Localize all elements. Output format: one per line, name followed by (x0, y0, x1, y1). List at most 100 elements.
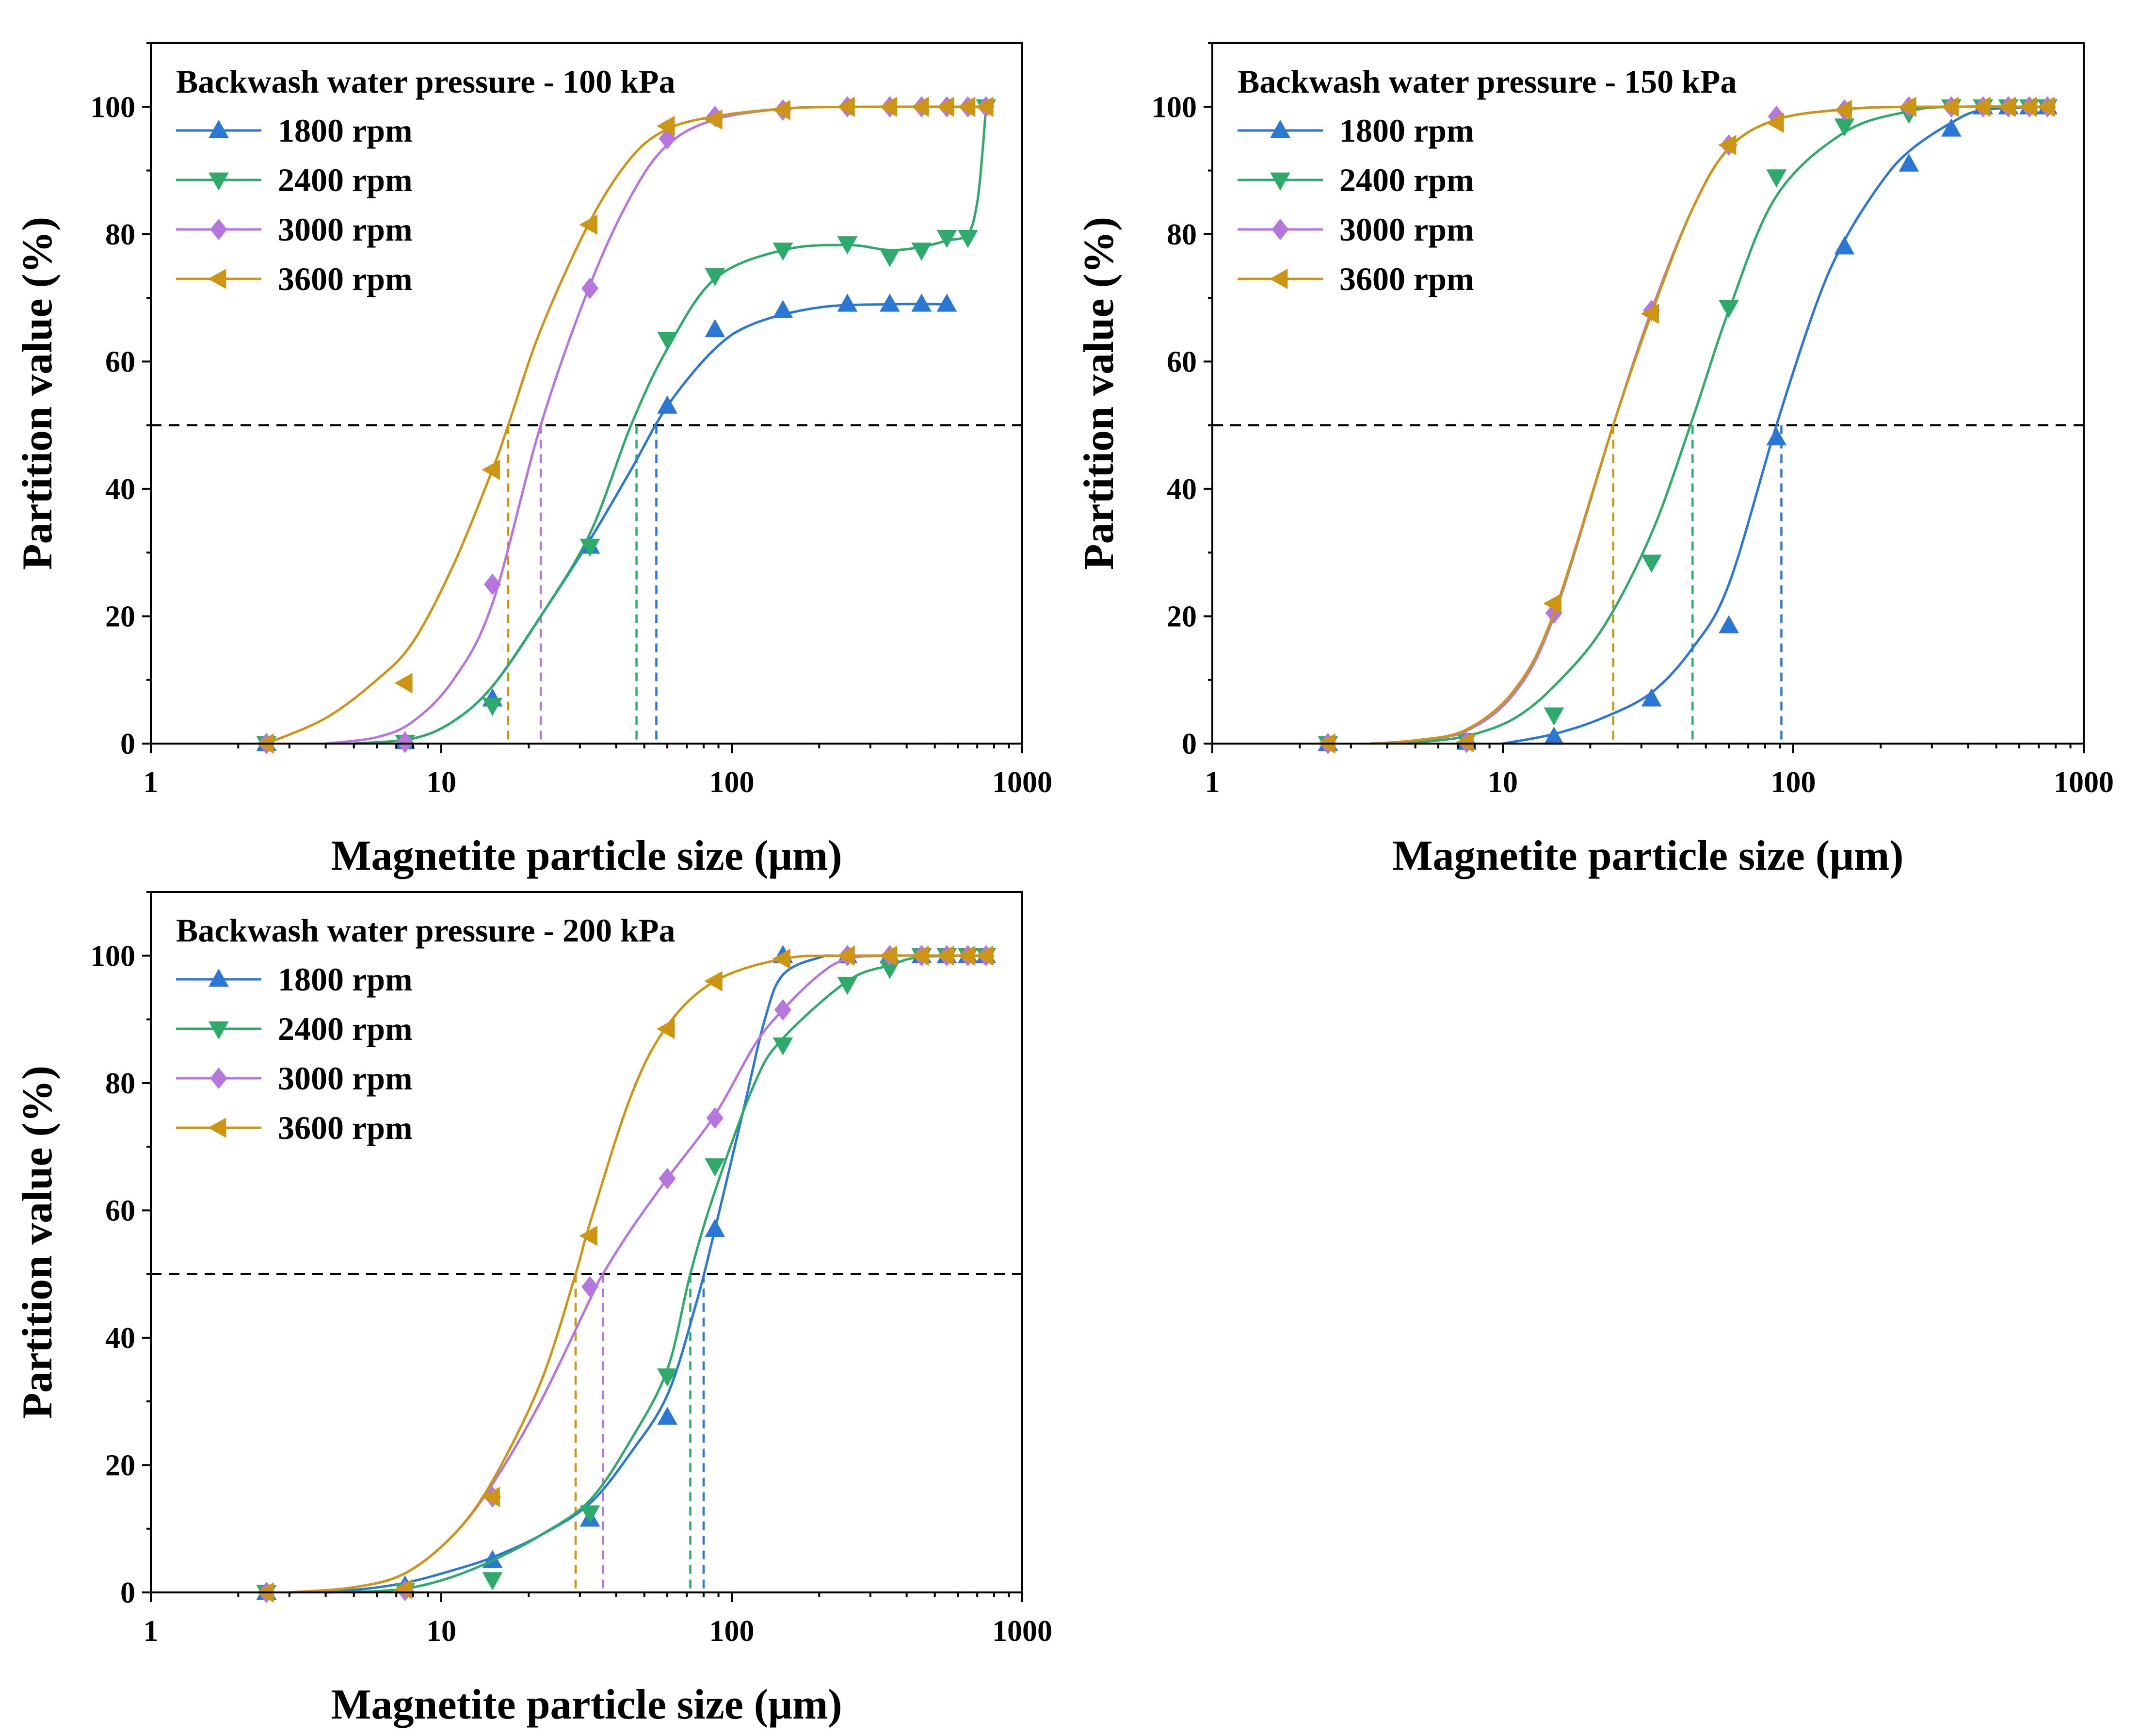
legend-marker (209, 172, 229, 191)
x-tick-label: 1 (1205, 766, 1220, 799)
data-point (394, 1579, 413, 1600)
series-1800-rpm (256, 293, 957, 751)
legend-label: 3600 rpm (278, 260, 413, 297)
data-point (975, 97, 994, 117)
x-axis-label: Magnetite particle size (μm) (331, 832, 842, 879)
y-tick-label: 20 (1167, 600, 1197, 633)
data-point (911, 97, 929, 117)
y-tick-label: 0 (120, 1576, 135, 1609)
legend-label: 2400 rpm (1339, 162, 1474, 198)
legend-item-3000-rpm: 3000 rpm (176, 1060, 413, 1097)
data-point (957, 945, 976, 966)
y-tick-label: 80 (1167, 218, 1197, 251)
y-tick-label: 40 (1167, 473, 1197, 506)
data-point (1544, 726, 1564, 745)
x-axis-label: Magnetite particle size (μm) (331, 1681, 842, 1728)
legend-marker (208, 269, 226, 289)
data-point (483, 573, 501, 595)
data-point (396, 731, 414, 753)
x-tick-label: 1000 (992, 1615, 1052, 1648)
data-point (482, 459, 500, 480)
data-point (1898, 97, 1916, 117)
series-3600-rpm (1317, 97, 2055, 754)
data-point (579, 1505, 600, 1524)
data-point (879, 945, 898, 966)
data-point (704, 971, 723, 991)
data-point (1941, 118, 1962, 137)
chart-panel-2: 0 20 40 60 80 100 1 10 100 1000 Magnetite particle… (1076, 42, 2114, 879)
chart-panel-3: 0 20 40 60 80 100 1 10 100 1000 Magnetite particle… (14, 891, 1052, 1728)
data-point (1641, 304, 1659, 324)
legend-label: 3000 rpm (278, 211, 413, 248)
series-line (289, 954, 986, 1594)
data-point (880, 249, 900, 267)
data-point (706, 1107, 724, 1129)
legend: 1800 rpm 2400 rpm 3000 rpm 3600 rpm (176, 961, 413, 1146)
y-tick-label: 60 (105, 345, 135, 378)
legend-item-2400-rpm: 2400 rpm (1238, 162, 1474, 198)
legend-marker (209, 1021, 229, 1039)
data-point (579, 1226, 597, 1246)
data-point (1719, 300, 1739, 318)
y-axis-label: Partition value (%) (14, 1066, 61, 1419)
data-point (1543, 593, 1561, 614)
x-tick-label: 1 (144, 766, 159, 799)
y-tick-label: 0 (1182, 728, 1197, 761)
data-point (1766, 113, 1784, 133)
data-point (837, 97, 855, 117)
legend-label: 3600 rpm (278, 1109, 413, 1146)
data-point (837, 236, 858, 255)
data-point (772, 99, 790, 120)
legend-label: 2400 rpm (278, 1010, 413, 1047)
data-point (911, 293, 932, 312)
y-tick-label: 100 (1152, 91, 1197, 124)
data-point (581, 277, 599, 299)
data-point (837, 945, 855, 966)
series-line (1502, 105, 2048, 745)
legend-marker (1270, 172, 1290, 191)
data-point (1456, 732, 1474, 753)
data-point (1899, 153, 1919, 172)
data-point (2037, 97, 2055, 117)
legend-marker (209, 120, 229, 138)
legend-marker (1271, 219, 1289, 240)
data-point (1766, 427, 1787, 446)
legend-label: 1800 rpm (1339, 112, 1474, 149)
data-point (657, 1407, 677, 1425)
legend-marker (210, 219, 227, 240)
y-tick-label: 40 (105, 473, 135, 506)
y-tick-label: 80 (105, 218, 135, 251)
data-point (936, 293, 957, 312)
legend-marker (210, 1068, 227, 1089)
data-point (911, 945, 929, 966)
legend-label: 3000 rpm (278, 1060, 413, 1097)
data-point (1641, 688, 1662, 707)
data-point (975, 945, 994, 966)
y-tick-label: 0 (120, 728, 135, 761)
legend-item-1800-rpm: 1800 rpm (1238, 112, 1474, 149)
data-point (579, 214, 597, 235)
legend-label: 1800 rpm (278, 961, 413, 998)
data-point (911, 243, 932, 261)
data-point (657, 115, 675, 136)
data-point (1997, 97, 2016, 117)
data-point (705, 1218, 725, 1237)
series-3600-rpm (256, 945, 994, 1603)
data-point (2018, 97, 2037, 117)
legend-item-3600-rpm: 3600 rpm (176, 260, 413, 297)
legend-marker (1270, 269, 1288, 289)
data-point (772, 1037, 793, 1056)
data-point (772, 948, 790, 969)
legend-marker (209, 969, 229, 987)
y-tick-label: 20 (105, 1449, 135, 1482)
y-axis-label: Partition value (%) (1076, 217, 1123, 570)
chart-title: Backwash water pressure - 200 kPa (176, 912, 675, 949)
legend-item-3600-rpm: 3600 rpm (1238, 260, 1474, 297)
data-point (657, 1368, 677, 1387)
data-point (705, 1158, 725, 1177)
data-point (657, 1019, 675, 1039)
data-point (880, 961, 900, 979)
legend-item-1800-rpm: 1800 rpm (176, 112, 413, 149)
x-tick-label: 1000 (992, 766, 1052, 799)
